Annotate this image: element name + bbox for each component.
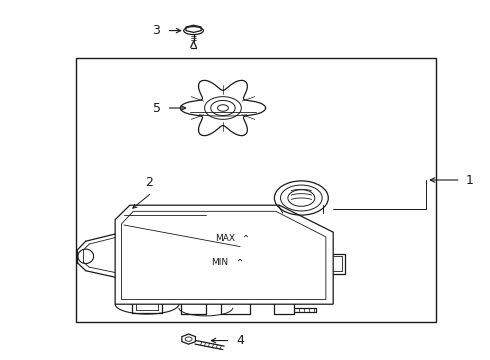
Text: MAX: MAX — [216, 234, 235, 243]
Bar — [76, 58, 436, 322]
Text: 1: 1 — [466, 174, 473, 186]
Text: ⌃: ⌃ — [243, 233, 250, 243]
Text: 5: 5 — [153, 102, 161, 114]
Text: ⌃: ⌃ — [236, 258, 244, 268]
Text: 3: 3 — [152, 24, 160, 37]
Text: 2: 2 — [146, 176, 153, 189]
Text: MIN: MIN — [211, 258, 228, 267]
Text: 4: 4 — [236, 334, 244, 347]
